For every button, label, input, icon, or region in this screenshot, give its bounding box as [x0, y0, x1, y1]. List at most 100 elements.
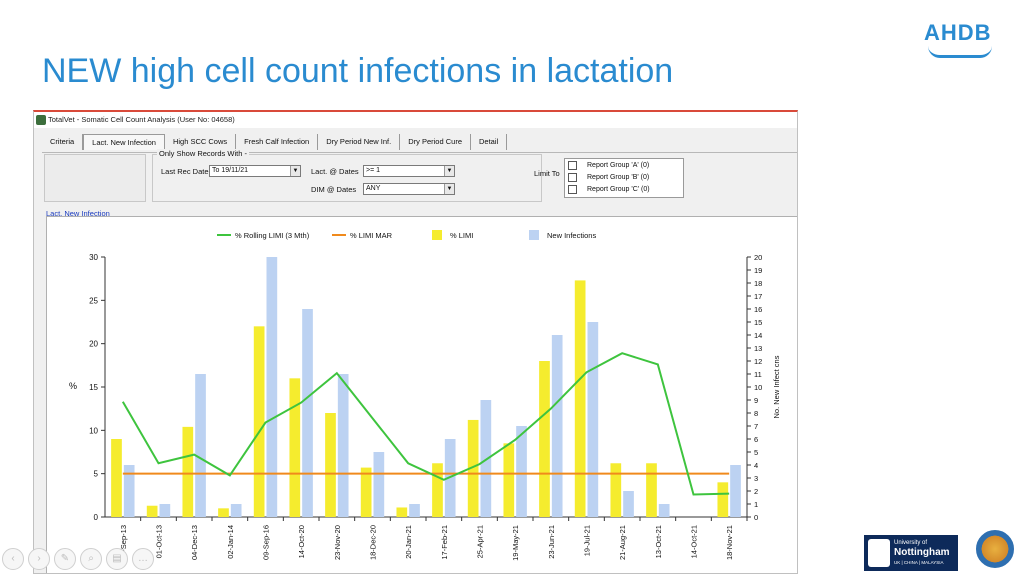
report-group-a-label: Report Group 'A' (0)	[587, 162, 650, 169]
dim-dates-label: DIM @ Dates	[311, 185, 357, 194]
y-tick-label-right: 6	[754, 435, 758, 444]
y-tick-label-right: 2	[754, 487, 758, 496]
bar-new-infections	[551, 335, 563, 517]
report-group-c-label: Report Group 'C' (0)	[587, 186, 650, 193]
bar-new-infections	[159, 504, 171, 517]
back-icon[interactable]: ‹	[2, 548, 24, 570]
y-tick-label-right: 16	[754, 305, 762, 314]
bar-new-infections	[123, 465, 135, 517]
y-tick-label-right: 14	[754, 331, 762, 340]
globe-logo-icon	[976, 530, 1014, 568]
y-tick-label-left: 30	[89, 253, 98, 262]
bar-new-infections	[480, 400, 492, 517]
tab-detail[interactable]: Detail	[471, 134, 508, 150]
chart-svg: 0510152025300123456789101112131415161718…	[69, 230, 781, 561]
pen-icon[interactable]: ✎	[54, 548, 76, 570]
bar-limi	[182, 426, 194, 517]
limit-to-label: Limit To	[534, 169, 560, 178]
slide-nav-bar: ‹ › ✎ ⌕ ▤…	[2, 548, 154, 570]
x-tick-label: 23-Nov-20	[333, 525, 342, 560]
filter-group-title: Only Show Records With -	[157, 149, 249, 158]
bar-new-infections	[516, 426, 527, 517]
lact-dates-select[interactable]: >= 1 ▼	[363, 165, 455, 177]
legend-label: % LIMI	[450, 231, 473, 240]
y-tick-label-left: 5	[94, 470, 99, 479]
x-tick-label: 17-Feb-21	[440, 525, 449, 560]
y-tick-label-right: 11	[754, 370, 762, 379]
uni-line1: University of	[894, 540, 928, 546]
x-tick-label: 21-Aug-21	[618, 525, 627, 560]
crest-icon	[868, 539, 890, 567]
y-tick-label-right: 7	[754, 422, 758, 431]
lact-dates-label: Lact. @ Dates	[311, 167, 359, 176]
x-tick-label: 04-Dec-13	[190, 525, 199, 560]
bar-new-infections	[409, 504, 420, 517]
report-group-b-checkbox[interactable]	[568, 173, 577, 182]
report-group-a-checkbox[interactable]	[568, 161, 577, 170]
panel-title: Lact. New Infection	[46, 209, 110, 218]
y-tick-label-right: 18	[754, 279, 762, 288]
y-tick-label-left: 15	[89, 383, 98, 392]
bar-limi	[289, 378, 301, 517]
dim-dates-value: ANY	[366, 185, 381, 192]
y-axis-label-left: %	[69, 381, 77, 391]
y-axis-label-right: No. New Infect cns	[772, 355, 781, 418]
tab-lact-new-infection[interactable]: Lact. New Infection	[83, 134, 165, 150]
bar-limi	[325, 413, 336, 517]
y-tick-label-left: 10	[89, 426, 98, 435]
tab-dry-period-new-inf[interactable]: Dry Period New Inf.	[318, 134, 401, 150]
bar-new-infections	[623, 491, 634, 517]
bar-new-infections	[730, 465, 741, 517]
bar-new-infections	[195, 374, 206, 517]
y-tick-label-left: 20	[89, 340, 98, 349]
tab-high-scc-cows[interactable]: High SCC Cows	[165, 134, 237, 150]
forward-icon[interactable]: ›	[28, 548, 50, 570]
report-group-c-checkbox[interactable]	[568, 185, 577, 194]
tab-criteria[interactable]: Criteria	[42, 134, 84, 150]
chevron-down-icon[interactable]: ▼	[290, 166, 300, 176]
y-tick-label-right: 19	[754, 266, 762, 275]
y-tick-label-left: 25	[89, 296, 98, 305]
more-icon[interactable]: …	[132, 548, 154, 570]
chevron-down-icon[interactable]: ▼	[444, 184, 454, 194]
tab-dry-period-cure[interactable]: Dry Period Cure	[400, 134, 471, 150]
y-tick-label-right: 12	[754, 357, 762, 366]
y-tick-label-right: 0	[754, 513, 758, 522]
slides-icon[interactable]: ▤	[106, 548, 128, 570]
tab-fresh-calf-infection[interactable]: Fresh Calf Infection	[236, 134, 319, 150]
y-tick-label-right: 17	[754, 292, 762, 301]
y-tick-label-right: 20	[754, 253, 762, 262]
filter-groupbox: Only Show Records With - Last Rec Date T…	[152, 149, 542, 202]
criteria-area	[42, 152, 797, 212]
ahdb-logo: AHDB	[924, 20, 996, 60]
last-rec-date-label: Last Rec Date	[161, 167, 209, 176]
bar-new-infections	[337, 374, 349, 517]
x-tick-label: 20-Jan-21	[404, 525, 413, 559]
x-tick-label: 18-Nov-21	[725, 525, 734, 560]
x-tick-label: 19-May-21	[511, 525, 520, 561]
report-group-list: Report Group 'A' (0) Report Group 'B' (0…	[564, 158, 684, 198]
bar-limi	[717, 482, 729, 517]
x-tick-label: 18-Dec-20	[369, 525, 378, 560]
bar-limi	[574, 280, 586, 517]
y-tick-label-right: 13	[754, 344, 762, 353]
bar-limi	[432, 463, 443, 517]
y-tick-label-right: 1	[754, 500, 758, 509]
dim-dates-select[interactable]: ANY ▼	[363, 183, 455, 195]
bar-new-infections	[373, 452, 385, 517]
window-titlebar: TotalVet - Somatic Cell Count Analysis (…	[34, 112, 797, 128]
x-tick-label: 23-Jun-21	[547, 525, 556, 559]
bar-limi	[253, 326, 265, 517]
bar-limi	[396, 507, 408, 517]
bar-new-infections	[266, 257, 278, 517]
bar-limi	[218, 508, 229, 517]
last-rec-date-select[interactable]: To 19/11/21 ▼	[209, 165, 301, 177]
zoom-icon[interactable]: ⌕	[80, 548, 102, 570]
line-rolling-limi	[121, 352, 730, 496]
y-tick-label-right: 4	[754, 461, 758, 470]
x-tick-label: 04-Sep-13	[119, 525, 128, 560]
x-tick-label: 14-Oct-21	[690, 525, 699, 558]
bar-limi	[646, 463, 657, 517]
chevron-down-icon[interactable]: ▼	[444, 166, 454, 176]
x-tick-label: 09-Sep-16	[262, 525, 271, 560]
